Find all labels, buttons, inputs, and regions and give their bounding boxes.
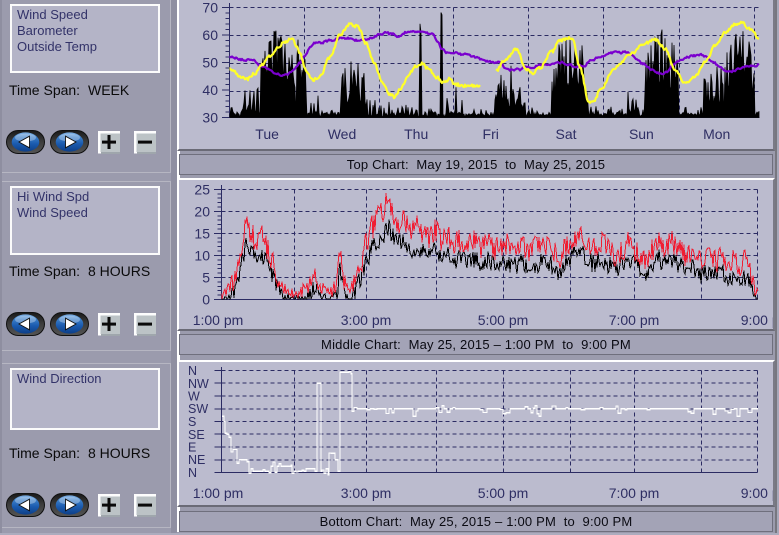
svg-text:NW: NW [188, 377, 209, 391]
svg-text:70: 70 [202, 0, 218, 15]
svg-text:5: 5 [202, 270, 210, 286]
svg-text:N: N [188, 364, 197, 378]
svg-text:W: W [188, 390, 200, 404]
svg-text:5:00 pm: 5:00 pm [478, 312, 529, 328]
svg-text:SE: SE [188, 428, 205, 442]
svg-text:3:00 pm: 3:00 pm [341, 485, 392, 501]
svg-text:15: 15 [194, 226, 210, 242]
svg-text:1:00 pm: 1:00 pm [193, 312, 244, 328]
svg-text:0: 0 [202, 292, 210, 308]
svg-text:Wed: Wed [328, 126, 357, 142]
svg-text:1:00 pm: 1:00 pm [193, 485, 244, 501]
svg-text:Fri: Fri [483, 126, 499, 142]
svg-text:7:00 pm: 7:00 pm [609, 312, 660, 328]
svg-text:Sun: Sun [629, 126, 654, 142]
svg-text:30: 30 [202, 110, 218, 126]
svg-text:40: 40 [202, 82, 218, 98]
svg-text:20: 20 [194, 204, 210, 220]
svg-text:S: S [188, 415, 196, 429]
svg-text:9:00 pm: 9:00 pm [741, 485, 773, 501]
svg-text:N: N [188, 466, 197, 480]
svg-text:E: E [188, 441, 196, 455]
svg-text:25: 25 [194, 182, 210, 198]
svg-text:10: 10 [194, 248, 210, 264]
svg-text:5:00 pm: 5:00 pm [478, 485, 529, 501]
svg-text:60: 60 [202, 27, 218, 43]
svg-text:Tue: Tue [255, 126, 279, 142]
svg-text:SW: SW [188, 402, 208, 416]
svg-text:9:00 pm: 9:00 pm [741, 312, 773, 328]
svg-text:Thu: Thu [404, 126, 428, 142]
svg-text:50: 50 [202, 55, 218, 71]
svg-text:7:00 pm: 7:00 pm [609, 485, 660, 501]
svg-text:3:00 pm: 3:00 pm [341, 312, 392, 328]
svg-text:NE: NE [188, 453, 205, 467]
svg-text:Sat: Sat [555, 126, 576, 142]
svg-text:Mon: Mon [703, 126, 730, 142]
